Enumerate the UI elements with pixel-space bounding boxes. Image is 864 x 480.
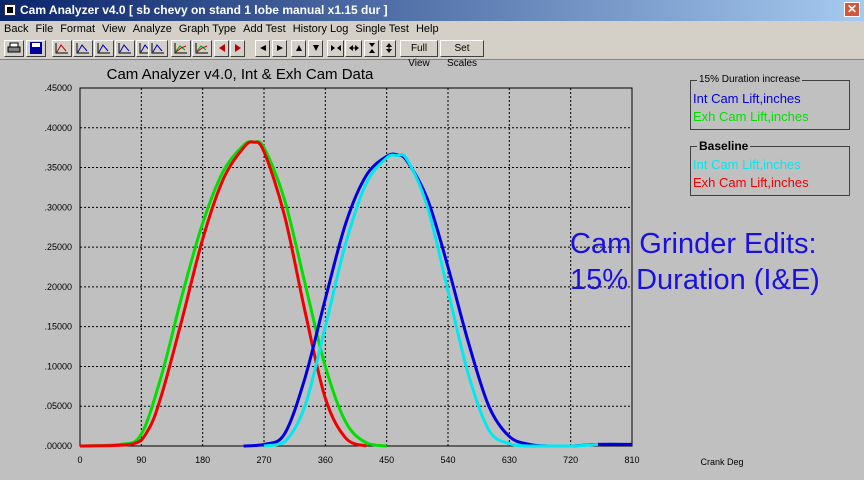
x-tick-label: 0 [77,455,82,465]
printer-icon [7,42,21,53]
close-button[interactable]: ✕ [844,2,860,17]
prev-test-button[interactable] [214,40,229,57]
chart-icon [55,43,68,54]
legend-baseline-caption: Baseline [697,139,751,153]
x-tick-label: 180 [195,455,210,465]
grid [79,87,633,447]
y-tick-label: .10000 [44,361,72,371]
menu-help[interactable]: Help [415,23,439,35]
x-tick-label: 810 [624,455,639,465]
y-tick-label: .15000 [44,322,72,332]
y-tick-label: .05000 [44,401,72,411]
graph-button-2[interactable] [73,40,93,57]
menu-back[interactable]: Back [4,23,29,35]
x-tick-label: 90 [136,455,146,465]
save-button[interactable] [26,40,46,57]
legend-baseline: Baseline Int Cam Lift,inches Exh Cam Lif… [690,139,850,196]
graph-button-6[interactable] [148,40,168,57]
window-title: Cam Analyzer v4.0 [ sb chevy on stand 1 … [20,3,388,17]
legend-test-exh: Exh Cam Lift,inches [693,109,809,124]
x-tick-label: 540 [440,455,455,465]
multi-chart-icon [195,43,208,54]
compress-horizontal-icon [330,45,341,51]
chart-icon [151,43,164,54]
menu-graph-type[interactable]: Graph Type [178,23,237,35]
chart-icon [97,43,110,54]
y-tick-label: .00000 [44,441,72,451]
next-test-button[interactable] [230,40,245,57]
graph-button-1[interactable] [52,40,72,57]
compress-x-button[interactable] [327,40,344,57]
chart-title: Cam Analyzer v4.0, Int & Exh Cam Data [107,66,374,83]
pan-down-button[interactable] [308,40,323,57]
annotation-line-1: Cam Grinder Edits: [570,228,817,260]
series-line-baseline-int [263,152,599,448]
multi-chart-icon [174,43,187,54]
chart-icon [76,43,89,54]
series-lines [79,139,633,448]
menu-view[interactable]: View [102,23,126,35]
toolbar: Full View Set Scales [0,38,864,69]
print-button[interactable] [4,40,24,57]
multi-graph-button-2[interactable] [192,40,212,57]
pan-left-button[interactable] [255,40,270,57]
annotation-line-2: 15% Duration (I&E) [570,264,820,296]
arrow-right-icon [234,44,241,52]
annotation-text: Cam Grinder Edits: 15% Duration (I&E) [570,226,820,298]
menu-single-test[interactable]: Single Test [355,23,409,35]
y-tick-label: .35000 [44,163,72,173]
x-tick-label: 270 [256,455,271,465]
compress-y-button[interactable] [364,40,379,57]
compress-vertical-icon [368,43,375,53]
menu-analyze[interactable]: Analyze [132,23,172,35]
full-view-button[interactable]: Full View [400,40,438,69]
cam-chart: Cam Analyzer v4.0, Int & Exh Cam Data 0 9… [44,66,743,467]
expand-y-button[interactable] [381,40,396,57]
x-tick-label: 630 [502,455,517,465]
menu-format[interactable]: Format [60,23,96,35]
menu-history-log[interactable]: History Log [292,23,349,35]
expand-horizontal-icon [348,45,359,51]
menu-add-test[interactable]: Add Test [243,23,286,35]
app-icon [4,4,16,16]
y-tick-label: .30000 [44,202,72,212]
floppy-disk-icon [30,42,42,54]
arrow-down-icon [312,45,319,51]
multi-graph-button-1[interactable] [171,40,191,57]
series-line-test-exh [79,139,387,448]
expand-x-button[interactable] [345,40,362,57]
legend-baseline-exh: Exh Cam Lift,inches [693,175,809,190]
menu-file[interactable]: File [35,23,54,35]
graph-button-3[interactable] [94,40,114,57]
x-axis-label: Crank Deg [700,457,743,467]
legend-baseline-int: Int Cam Lift,inches [693,157,801,172]
pan-up-button[interactable] [291,40,306,57]
legend-test: 15% Duration increase Int Cam Lift,inche… [690,74,850,130]
y-tick-label: .25000 [44,242,72,252]
arrow-left-icon [259,45,266,51]
x-tick-label: 360 [318,455,333,465]
graph-button-4[interactable] [115,40,135,57]
y-tick-label: .40000 [44,123,72,133]
menu-bar: Back File Format View Analyze Graph Type Add T… [0,21,864,38]
axis-ticks: 0 90 180 270 360 450 540 630 720 810 .00000 .05000.… [44,83,639,465]
legend-test-caption: 15% Duration increase [697,74,803,85]
plot-frame [79,87,633,447]
x-tick-label: 450 [379,455,394,465]
legend-test-int: Int Cam Lift,inches [693,91,801,106]
expand-vertical-icon [385,43,392,53]
pan-right-button[interactable] [272,40,287,57]
x-tick-label: 720 [563,455,578,465]
title-bar: Cam Analyzer v4.0 [ sb chevy on stand 1 … [0,0,864,21]
arrow-up-icon [295,45,302,51]
chart-icon [118,43,131,54]
arrow-right-icon [276,45,283,51]
y-tick-label: .20000 [44,282,72,292]
y-tick-label: .45000 [44,83,72,93]
arrow-left-icon [218,44,225,52]
series-line-baseline-exh [79,140,367,448]
set-scales-button[interactable]: Set Scales [440,40,484,69]
